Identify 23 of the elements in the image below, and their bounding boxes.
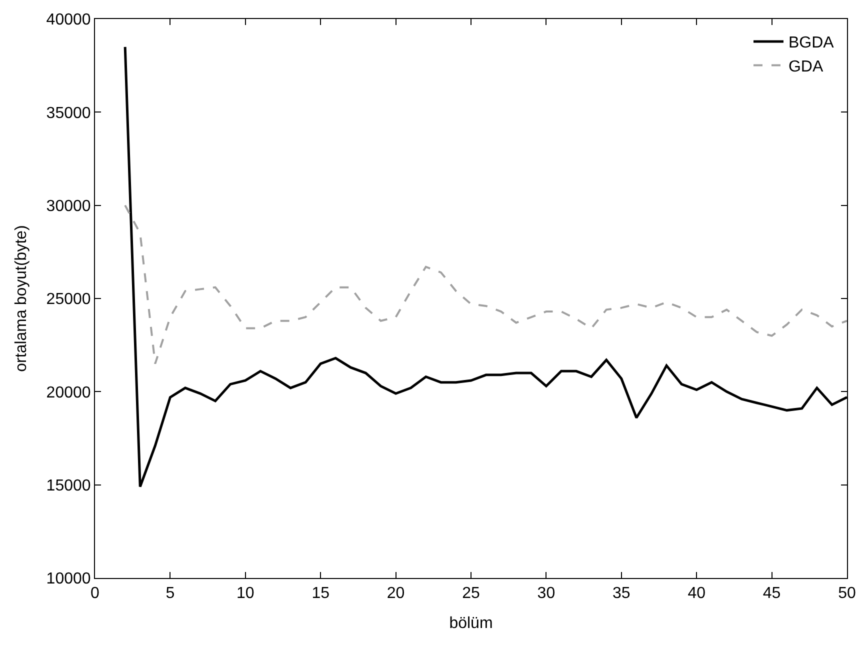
x-tick-label: 5 [166,585,175,602]
x-tick-label: 10 [236,585,254,602]
x-tick-label: 30 [537,585,556,602]
legend-label: BGDA [788,34,834,52]
y-tick-label: 30000 [46,198,91,215]
line-series [124,204,847,365]
x-tick-label: 20 [386,585,405,602]
x-tick-label: 0 [90,585,100,602]
x-tick-label: 35 [612,585,630,602]
y-tick-label: 35000 [46,104,91,122]
x-tick-label: 25 [462,585,480,602]
x-tick-label: 45 [762,585,781,602]
x-tick-label: 15 [312,585,330,602]
y-tick-label: 15000 [46,477,91,494]
x-tick-label: 40 [688,585,706,602]
x-tick-label: 50 [838,585,856,602]
y-axis-title: ortalama boyut(byte) [13,225,30,372]
y-tick-label: 25000 [46,291,91,308]
y-tick-label: 40000 [46,12,91,29]
y-tick-label: 20000 [46,384,91,402]
x-axis-title: bölüm [449,614,493,632]
legend-label: GDA [788,58,824,76]
y-tick-label: 10000 [46,570,91,588]
